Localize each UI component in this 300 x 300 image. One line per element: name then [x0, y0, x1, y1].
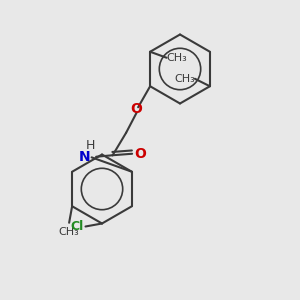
Text: CH₃: CH₃: [59, 227, 80, 237]
Text: N: N: [79, 150, 91, 164]
Text: Cl: Cl: [71, 220, 84, 233]
Text: CH₃: CH₃: [167, 53, 188, 63]
Text: O: O: [134, 147, 146, 161]
Text: H: H: [85, 139, 95, 152]
Text: CH₃: CH₃: [174, 74, 195, 84]
Text: O: O: [131, 102, 142, 116]
